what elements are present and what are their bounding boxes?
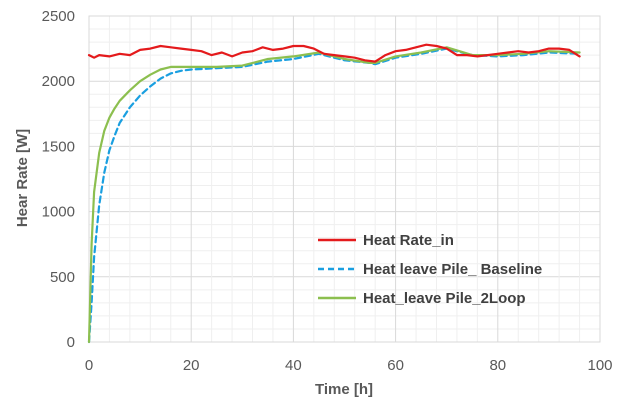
legend-label: Heat Rate_in bbox=[363, 232, 454, 249]
series-layer bbox=[87, 43, 581, 344]
x-tick-label: 100 bbox=[587, 357, 612, 374]
x-tick-label: 80 bbox=[489, 357, 506, 374]
y-tick-label: 2000 bbox=[42, 73, 75, 90]
y-tick-labels: 0 500 1000 1500 2000 2500 bbox=[42, 8, 75, 351]
y-tick-label: 500 bbox=[50, 269, 75, 286]
legend: Heat Rate_in Heat leave Pile_ Baseline Hea… bbox=[318, 232, 542, 307]
legend-label: Heat_leave Pile_2Loop bbox=[363, 290, 526, 307]
plot-area bbox=[88, 15, 601, 343]
legend-label: Heat leave Pile_ Baseline bbox=[363, 261, 542, 278]
y-tick-label: 2500 bbox=[42, 8, 75, 25]
x-tick-label: 40 bbox=[285, 357, 302, 374]
y-tick-label: 1000 bbox=[42, 204, 75, 221]
x-tick-label: 0 bbox=[85, 357, 93, 374]
y-tick-label: 1500 bbox=[42, 138, 75, 155]
series-line-3 bbox=[87, 46, 581, 344]
x-tick-label: 60 bbox=[387, 357, 404, 374]
series-line-1 bbox=[87, 43, 581, 63]
y-axis-title: Hear Rate [W] bbox=[14, 129, 31, 227]
x-tick-label: 20 bbox=[183, 357, 200, 374]
plot-border bbox=[88, 15, 601, 343]
y-tick-label: 0 bbox=[67, 334, 75, 351]
x-axis-title: Time [h] bbox=[315, 381, 373, 398]
x-tick-labels: 0 20 40 60 80 100 bbox=[85, 357, 613, 374]
